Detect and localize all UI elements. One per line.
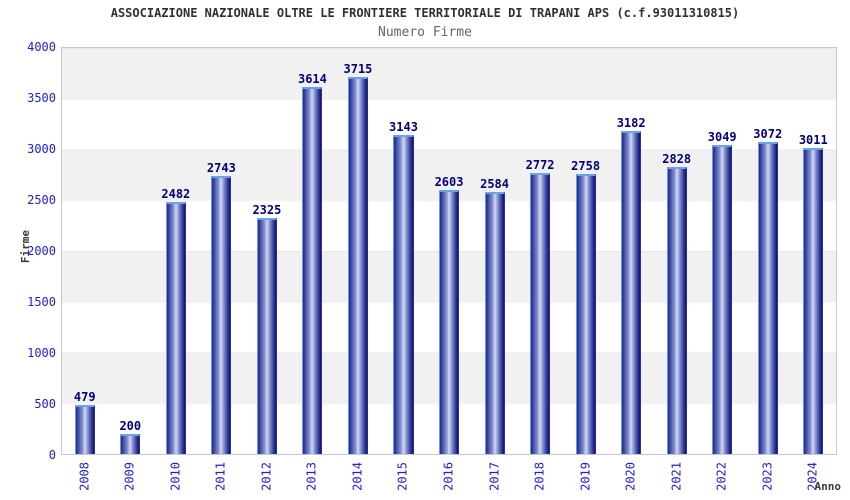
x-tick-label: 2018 — [532, 462, 547, 491]
bar-2019: 2758 — [571, 159, 600, 454]
y-tick-label: 2500 — [27, 193, 56, 207]
y-tick-label: 500 — [34, 397, 56, 411]
bar-value-label: 3715 — [343, 61, 373, 76]
bar-2021: 2828 — [662, 152, 691, 454]
bar-slot-2010: 2482 2010 — [153, 48, 199, 491]
bar-value-label: 3072 — [753, 127, 783, 142]
y-tick-label: 2000 — [27, 244, 56, 258]
x-tick-label: 2023 — [760, 462, 775, 491]
bar-slot-2011: 2743 2011 — [199, 48, 245, 491]
x-tick-label: 2008 — [77, 462, 92, 491]
x-tick-label: 2020 — [623, 462, 638, 491]
bar-2008: 479 — [74, 390, 96, 454]
bar-value-label: 2482 — [161, 187, 191, 202]
x-tick-label: 2022 — [714, 462, 729, 491]
bar-value-label: 3614 — [297, 72, 327, 87]
bar-slot-2018: 2772 2018 — [517, 48, 563, 491]
bar-2017: 2584 — [480, 177, 509, 454]
chart-subtitle: Numero Firme — [378, 25, 472, 40]
bar-value-label: 2772 — [525, 157, 555, 172]
x-tick-label: 2012 — [259, 462, 274, 491]
bar-2023: 3072 — [753, 127, 782, 454]
bar-value-label: 2743 — [206, 160, 236, 175]
bar-slot-2021: 2828 2021 — [654, 48, 700, 491]
bar-2013: 3614 — [298, 72, 327, 454]
bar-slot-2022: 3049 2022 — [699, 48, 745, 491]
x-tick-label: 2010 — [168, 462, 183, 491]
bar-2014: 3715 — [344, 62, 372, 454]
y-tick-label: 3000 — [27, 142, 56, 156]
y-tick-label: 4000 — [27, 40, 56, 54]
bar-value-label: 200 — [119, 418, 142, 433]
bar-slot-2020: 3182 2020 — [608, 48, 654, 491]
bar-2016: 2603 — [435, 175, 463, 454]
x-axis-title: Anno — [814, 480, 842, 493]
bar-2012: 2325 — [252, 203, 281, 454]
bar-value-label: 3011 — [798, 133, 828, 148]
bar-2024: 3011 — [799, 133, 828, 454]
bar-value-label: 479 — [73, 390, 96, 405]
bar-slot-2008: 479 2008 — [62, 48, 108, 491]
chart-title: ASSOCIAZIONE NAZIONALE OLTRE LE FRONTIER… — [110, 6, 740, 20]
bar-2011: 2743 — [207, 161, 236, 454]
x-tick-label: 2017 — [486, 462, 501, 491]
bar-slot-2024: 3011 2024 — [791, 48, 837, 491]
y-tick-label: 1000 — [27, 346, 56, 360]
x-tick-label: 2019 — [578, 462, 593, 491]
x-tick-label: 2009 — [122, 462, 137, 491]
bar-slot-2019: 2758 2019 — [563, 48, 609, 491]
bar-2010: 2482 — [161, 187, 190, 454]
bar-value-label: 3049 — [707, 129, 737, 144]
bar-value-label: 2603 — [434, 174, 464, 189]
bar-slot-2017: 2584 2017 — [472, 48, 518, 491]
bar-2020: 3182 — [617, 116, 646, 454]
bar-value-label: 3143 — [389, 120, 418, 134]
x-tick-label: 2015 — [395, 462, 410, 491]
bar-value-label: 2325 — [252, 203, 282, 218]
y-tick-label: 1500 — [27, 295, 56, 309]
bar-slot-2012: 2325 2012 — [244, 48, 290, 491]
bar-slot-2014: 3715 2014 — [335, 48, 381, 491]
bar-value-label: 2758 — [571, 159, 601, 174]
bar-slot-2016: 2603 2016 — [426, 48, 472, 491]
bar-slot-2009: 200 2009 — [108, 48, 154, 491]
x-tick-label: 2014 — [350, 462, 365, 491]
bar-slot-2015: 3143 2015 — [381, 48, 427, 491]
x-tick-label: 2013 — [304, 462, 319, 491]
bar-value-label: 2584 — [480, 176, 509, 191]
y-tick-label: 0 — [48, 448, 56, 462]
x-tick-label: 2021 — [669, 462, 684, 491]
x-tick-label: 2016 — [441, 462, 456, 491]
plot-area: 479 2008 200 2009 2482 2010 2743 2011 2325 2012 36… — [61, 47, 837, 491]
bar-2018: 2772 — [526, 158, 555, 454]
bar-2015: 3143 — [389, 120, 418, 454]
bar-slot-2013: 3614 2013 — [290, 48, 336, 491]
bar-slot-2023: 3072 2023 — [745, 48, 791, 491]
bar-2022: 3049 — [708, 130, 737, 454]
bar-2009: 200 — [119, 419, 141, 454]
bar-value-label: 2828 — [662, 151, 692, 166]
y-tick-label: 3500 — [27, 91, 56, 105]
bar-value-label: 3182 — [616, 116, 646, 131]
x-tick-label: 2011 — [213, 462, 228, 491]
